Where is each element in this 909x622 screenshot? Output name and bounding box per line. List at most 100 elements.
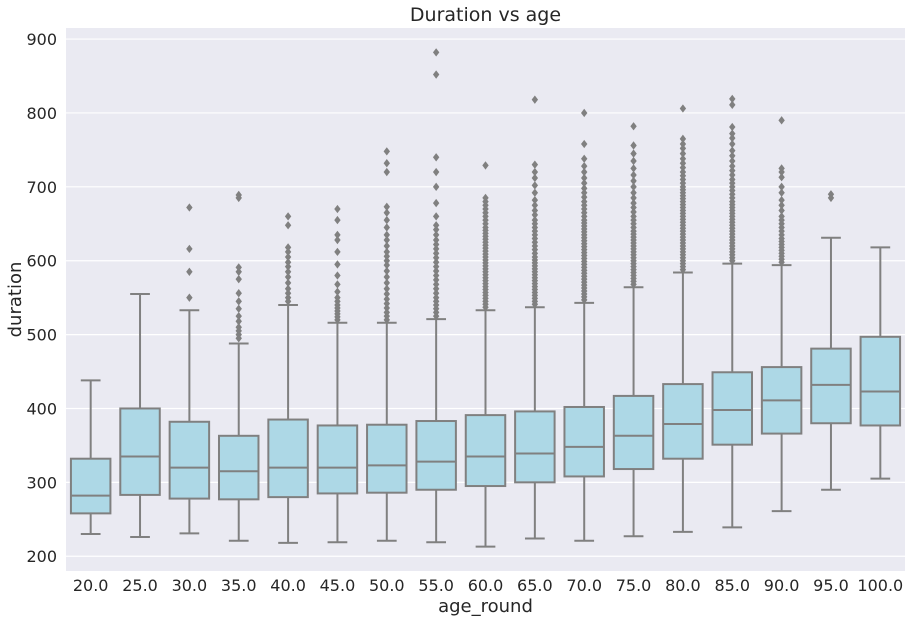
outlier-point bbox=[432, 48, 440, 57]
outlier-point bbox=[531, 167, 539, 177]
outlier-point bbox=[432, 230, 440, 240]
x-tick-label: 90.0 bbox=[764, 576, 800, 595]
outlier-point bbox=[630, 176, 637, 186]
outlier-point bbox=[531, 215, 539, 225]
outlier-point bbox=[235, 275, 242, 284]
outlier-point bbox=[531, 95, 539, 104]
outlier-point bbox=[432, 271, 440, 280]
x-tick-label: 50.0 bbox=[369, 576, 405, 595]
outlier-point bbox=[284, 272, 292, 282]
x-tick-label: 100.0 bbox=[857, 576, 903, 595]
box-85.0 bbox=[711, 94, 754, 529]
outlier-point bbox=[630, 149, 637, 158]
outlier-point bbox=[581, 184, 588, 193]
outlier-point bbox=[729, 133, 736, 143]
outlier-point bbox=[679, 154, 687, 163]
x-tick-label: 25.0 bbox=[122, 576, 158, 595]
outlier-point bbox=[581, 197, 588, 206]
x-tick-label: 55.0 bbox=[418, 576, 454, 595]
box-95.0 bbox=[810, 190, 852, 491]
outlier-point bbox=[383, 167, 390, 177]
outlier-point bbox=[383, 289, 390, 299]
box-35.0 bbox=[217, 190, 260, 542]
iqr-box bbox=[119, 407, 161, 496]
outlier-point bbox=[235, 311, 242, 321]
outlier-point bbox=[383, 252, 390, 261]
outlier-point bbox=[581, 193, 588, 202]
iqr-box bbox=[415, 420, 457, 491]
outlier-point bbox=[235, 323, 242, 332]
outlier-point bbox=[531, 201, 539, 210]
outlier-point bbox=[284, 267, 292, 276]
outlier-point bbox=[284, 252, 292, 262]
outlier-point bbox=[383, 308, 390, 317]
outlier-point bbox=[334, 293, 341, 302]
outlier-point bbox=[432, 221, 440, 230]
outlier-point bbox=[383, 284, 390, 293]
outlier-point bbox=[334, 280, 341, 289]
outlier-point bbox=[432, 182, 440, 191]
y-tick-label: 900 bbox=[26, 30, 57, 49]
outlier-point bbox=[729, 94, 736, 104]
y-tick-label: 600 bbox=[26, 252, 57, 271]
outlier-point bbox=[581, 139, 588, 149]
iqr-box bbox=[366, 423, 408, 494]
box-30.0 bbox=[168, 203, 211, 535]
outlier-point bbox=[235, 190, 242, 200]
outlier-point bbox=[432, 293, 440, 302]
outlier-point bbox=[630, 203, 637, 212]
outlier-point bbox=[432, 198, 440, 208]
outlier-point bbox=[778, 201, 785, 210]
outlier-point bbox=[284, 284, 292, 293]
box-100.0 bbox=[859, 246, 902, 480]
outlier-point bbox=[383, 247, 390, 257]
outlier-point bbox=[778, 116, 785, 125]
outlier-point bbox=[432, 225, 440, 234]
chart-title: Duration vs age bbox=[410, 4, 561, 26]
outlier-point bbox=[531, 173, 539, 183]
outlier-point bbox=[729, 170, 736, 180]
outlier-point bbox=[432, 212, 440, 221]
outlier-point bbox=[432, 266, 440, 276]
outlier-point bbox=[284, 262, 292, 271]
box-80.0 bbox=[662, 104, 704, 533]
outlier-point bbox=[729, 151, 736, 160]
y-tick-label: 700 bbox=[26, 178, 57, 197]
box-50.0 bbox=[366, 147, 408, 542]
outlier-point bbox=[383, 241, 390, 251]
outlier-point bbox=[383, 303, 390, 313]
outlier-point bbox=[729, 156, 736, 166]
outlier-point bbox=[432, 289, 440, 298]
outlier-point bbox=[432, 153, 440, 162]
y-tick-labels: 200 300 400 500 600 700 800 900 bbox=[26, 30, 57, 566]
outlier-point bbox=[284, 293, 292, 302]
outlier-point bbox=[383, 215, 390, 225]
outlier-point bbox=[334, 287, 341, 296]
outlier-point bbox=[235, 263, 242, 272]
box-65.0 bbox=[514, 95, 556, 540]
outlier-point bbox=[186, 203, 193, 212]
boxes-group bbox=[69, 48, 902, 548]
outlier-point bbox=[630, 193, 637, 203]
iqr-box bbox=[662, 383, 704, 460]
outlier-point bbox=[679, 159, 687, 168]
box-45.0 bbox=[316, 204, 359, 544]
outlier-point bbox=[383, 266, 390, 276]
outlier-point bbox=[778, 164, 785, 173]
outlier-point bbox=[729, 100, 736, 109]
outlier-point bbox=[383, 260, 390, 270]
outlier-point bbox=[778, 188, 785, 197]
outlier-point bbox=[630, 182, 637, 191]
outlier-point bbox=[581, 154, 588, 163]
iqr-box bbox=[168, 420, 211, 500]
outlier-point bbox=[432, 240, 440, 249]
iqr-box bbox=[267, 418, 309, 499]
outlier-point bbox=[383, 299, 390, 308]
outlier-point bbox=[432, 280, 440, 289]
outlier-point bbox=[630, 156, 637, 166]
box-55.0 bbox=[415, 48, 457, 544]
y-tick-label: 500 bbox=[26, 326, 57, 345]
outlier-point bbox=[432, 275, 440, 285]
outlier-point bbox=[284, 243, 292, 252]
x-tick-label: 95.0 bbox=[813, 576, 849, 595]
